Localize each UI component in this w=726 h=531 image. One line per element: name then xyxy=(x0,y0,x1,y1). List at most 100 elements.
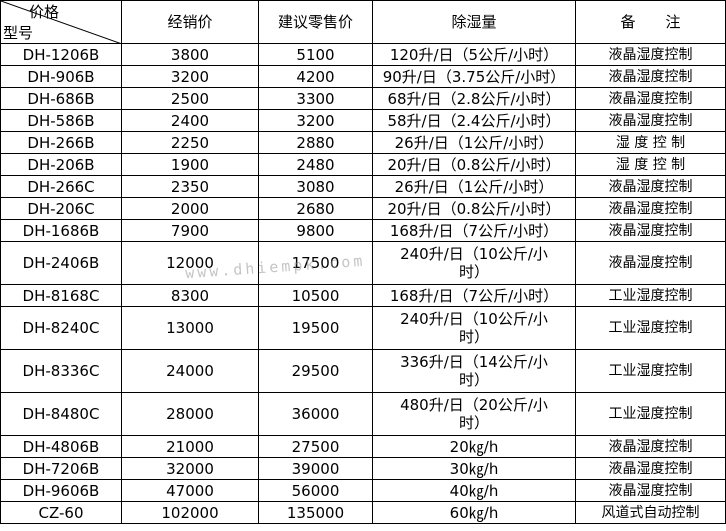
capacity-cell: 120升/日（5公斤/小时） xyxy=(372,43,576,66)
remark-cell: 工业湿度控制 xyxy=(575,349,726,393)
model-axis-label: 型号 xyxy=(3,24,34,42)
model-cell: DH-8480C xyxy=(0,392,122,436)
retail-price-cell: 5100 xyxy=(258,43,373,66)
remark-cell: 液晶湿度控制 xyxy=(575,43,726,66)
price-axis-label: 价格 xyxy=(28,3,59,21)
model-cell: DH-686B xyxy=(0,87,122,110)
dealer-price-cell: 7900 xyxy=(121,219,259,242)
retail-price-cell: 2880 xyxy=(258,131,373,154)
table-row: DH-8168C 8300 10500 168升/日（7公斤/小时） 工业湿度控制 xyxy=(0,284,726,307)
capacity-text: 240升/日（10公斤/小时） xyxy=(400,245,548,281)
dealer-price-cell: 2000 xyxy=(121,197,259,220)
retail-price-cell: 9800 xyxy=(258,219,373,242)
header-row: 价格 型号 经销价 建议零售价 除湿量 备 注 xyxy=(0,0,726,44)
model-cell: DH-1206B xyxy=(0,43,122,66)
retail-price-cell: 3200 xyxy=(258,109,373,132)
dealer-price-cell: 102000 xyxy=(121,501,259,524)
dealer-price-cell: 3800 xyxy=(121,43,259,66)
retail-price-cell: 10500 xyxy=(258,284,373,307)
retail-price-cell: 27500 xyxy=(258,435,373,458)
table-row: DH-7206B 32000 39000 30㎏/h 液晶湿度控制 xyxy=(0,457,726,480)
remark-cell: 湿 度 控 制 xyxy=(575,131,726,154)
capacity-cell: 26升/日（1公斤/小时） xyxy=(372,175,576,198)
model-cell: DH-1686B xyxy=(0,219,122,242)
retail-price-cell: 135000 xyxy=(258,501,373,524)
dealer-price-header: 经销价 xyxy=(121,0,259,44)
model-cell: CZ-60 xyxy=(0,501,122,524)
retail-price-cell: 19500 xyxy=(258,306,373,350)
capacity-cell: 480升/日（20公斤/小时） xyxy=(372,392,576,436)
dehumidify-header: 除湿量 xyxy=(372,0,576,44)
capacity-cell: 58升/日（2.4公斤/小时） xyxy=(372,109,576,132)
retail-price-cell: 36000 xyxy=(258,392,373,436)
model-cell: DH-8240C xyxy=(0,306,122,350)
retail-price-cell: 29500 xyxy=(258,349,373,393)
capacity-cell: 336升/日（14公斤/小时） xyxy=(372,349,576,393)
remark-cell: 工业湿度控制 xyxy=(575,306,726,350)
table-row: DH-206B 1900 2480 20升/日（0.8公斤/小时）湿 度 控 制 xyxy=(0,153,726,176)
model-cell: DH-206C xyxy=(0,197,122,220)
retail-price-cell: 2680 xyxy=(258,197,373,220)
table-row: DH-8240C 13000 19500 240升/日（10公斤/小时） 工业湿度控制 xyxy=(0,306,726,350)
retail-price-cell: 39000 xyxy=(258,457,373,480)
remark-cell: 液晶湿度控制 xyxy=(575,197,726,220)
capacity-cell: 60㎏/h xyxy=(372,501,576,524)
model-cell: DH-8336C xyxy=(0,349,122,393)
dealer-price-cell: 1900 xyxy=(121,153,259,176)
model-cell: DH-906B xyxy=(0,65,122,88)
capacity-text: 480升/日（20公斤/小时） xyxy=(400,396,548,432)
retail-price-cell: 56000 xyxy=(258,479,373,502)
model-cell: DH-206B xyxy=(0,153,122,176)
remark-header: 备 注 xyxy=(575,0,726,44)
table-row: DH-266C 2350 3080 26升/日（1公斤/小时） 液晶湿度控制 xyxy=(0,175,726,198)
corner-header-cell: 价格 型号 xyxy=(0,0,122,44)
table-row: DH-8336C 24000 29500 336升/日（14公斤/小时） 工业湿度控制 xyxy=(0,349,726,393)
model-cell: DH-2406B xyxy=(0,241,122,285)
remark-cell: 工业湿度控制 xyxy=(575,392,726,436)
remark-cell: 液晶湿度控制 xyxy=(575,87,726,110)
model-cell: DH-9606B xyxy=(0,479,122,502)
table-row: DH-2406B 12000 17500 240升/日（10公斤/小时） 液晶湿度控制 xyxy=(0,241,726,285)
model-cell: DH-4806B xyxy=(0,435,122,458)
dealer-price-cell: 24000 xyxy=(121,349,259,393)
table-row: CZ-60 102000 135000 60㎏/h 风道式自动控制 xyxy=(0,501,726,524)
remark-cell: 液晶湿度控制 xyxy=(575,435,726,458)
dealer-price-cell: 8300 xyxy=(121,284,259,307)
dealer-price-cell: 12000 xyxy=(121,241,259,285)
capacity-cell: 26升/日（1公斤/小时） xyxy=(372,131,576,154)
capacity-text: 336升/日（14公斤/小时） xyxy=(400,353,548,389)
capacity-cell: 240升/日（10公斤/小时） xyxy=(372,241,576,285)
dealer-price-cell: 2250 xyxy=(121,131,259,154)
capacity-cell: 90升/日（3.75公斤/小时） xyxy=(372,65,576,88)
diagonal-line xyxy=(1,1,120,43)
model-cell: DH-266C xyxy=(0,175,122,198)
table-row: DH-686B 2500 3300 68升/日（2.8公斤/小时） 液晶湿度控制 xyxy=(0,87,726,110)
table-row: DH-586B 2400 3200 58升/日（2.4公斤/小时） 液晶湿度控制 xyxy=(0,109,726,132)
dealer-price-cell: 13000 xyxy=(121,306,259,350)
table-row: DH-9606B 47000 56000 40㎏/h 液晶湿度控制 xyxy=(0,479,726,502)
dealer-price-cell: 2400 xyxy=(121,109,259,132)
dealer-price-cell: 2500 xyxy=(121,87,259,110)
remark-cell: 液晶湿度控制 xyxy=(575,479,726,502)
table-row: DH-1686B 7900 9800 168升/日（7公斤/小时） 液晶湿度控制 xyxy=(0,219,726,242)
remark-cell: 液晶湿度控制 xyxy=(575,65,726,88)
retail-price-cell: 3300 xyxy=(258,87,373,110)
remark-cell: 风道式自动控制 xyxy=(575,501,726,524)
dealer-price-cell: 28000 xyxy=(121,392,259,436)
table-row: DH-1206B 3800 5100 120升/日（5公斤/小时） 液晶湿度控制 xyxy=(0,43,726,66)
table-row: DH-906B 3200 4200 90升/日（3.75公斤/小时） 液晶湿度控制 xyxy=(0,65,726,88)
model-cell: DH-7206B xyxy=(0,457,122,480)
retail-price-cell: 3080 xyxy=(258,175,373,198)
retail-price-header: 建议零售价 xyxy=(258,0,373,44)
capacity-cell: 68升/日（2.8公斤/小时） xyxy=(372,87,576,110)
dealer-price-cell: 32000 xyxy=(121,457,259,480)
table-row: DH-206C 2000 2680 20升/日（0.8公斤/小时） 液晶湿度控制 xyxy=(0,197,726,220)
capacity-cell: 240升/日（10公斤/小时） xyxy=(372,306,576,350)
capacity-cell: 168升/日（7公斤/小时） xyxy=(372,284,576,307)
remark-cell: 液晶湿度控制 xyxy=(575,109,726,132)
capacity-cell: 20升/日（0.8公斤/小时） xyxy=(372,197,576,220)
remark-cell: 液晶湿度控制 xyxy=(575,457,726,480)
remark-cell: 工业湿度控制 xyxy=(575,284,726,307)
table-row: DH-266B 2250 2880 26升/日（1公斤/小时）湿 度 控 制 xyxy=(0,131,726,154)
